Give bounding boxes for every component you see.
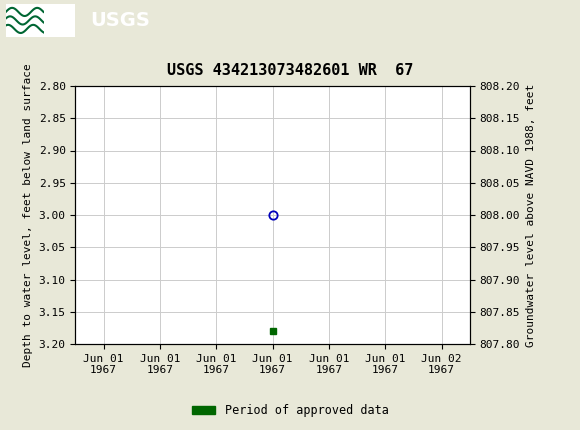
Text: USGS: USGS [90,11,150,30]
Text: USGS 434213073482601 WR  67: USGS 434213073482601 WR 67 [167,64,413,78]
Y-axis label: Depth to water level, feet below land surface: Depth to water level, feet below land su… [23,63,33,367]
Y-axis label: Groundwater level above NAVD 1988, feet: Groundwater level above NAVD 1988, feet [525,83,535,347]
Bar [6,4,75,37]
Legend: Period of approved data: Period of approved data [187,399,393,422]
